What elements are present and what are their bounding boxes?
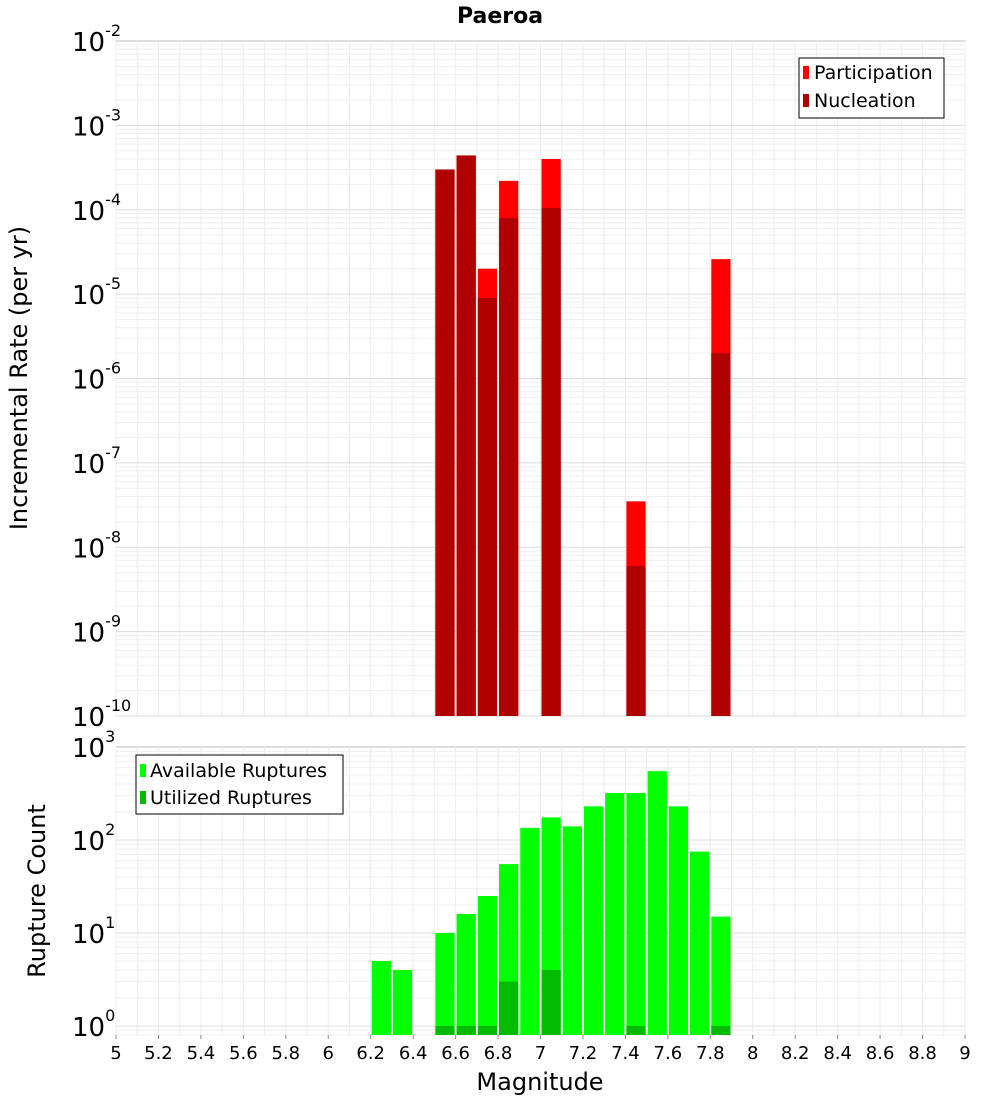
y-tick-label: 100 — [72, 1006, 115, 1043]
bar-available-ruptures — [477, 895, 498, 1035]
top-y-tick-labels: 10-2 10-3 10-4 10-5 10-6 10-7 10-8 10-9 10-10 — [72, 21, 131, 733]
bar-utilized-ruptures — [499, 981, 519, 1035]
x-tick-label: 6 — [323, 1043, 334, 1064]
bar-available-ruptures — [583, 806, 604, 1035]
bottom-panel: 103 102 101 100 5 5.2 5.4 5.6 5.8 6 6.2 6.4 6.6 6.8 7… — [23, 727, 971, 1096]
x-tick-label: 7.4 — [611, 1043, 640, 1064]
legend-nucleation-label: Nucleation — [814, 90, 916, 112]
x-tick-label: 6.4 — [399, 1043, 428, 1064]
bar-available-ruptures — [456, 914, 476, 1035]
bottom-x-tick-labels: 5 5.2 5.4 5.6 5.8 6 6.2 6.4 6.6 6.8 7 7.2 7.4 7.6 7.8 8… — [110, 1035, 971, 1064]
x-tick-label: 5.2 — [144, 1043, 173, 1064]
y-tick-label: 10-6 — [72, 359, 121, 396]
x-tick-label: 8.4 — [823, 1043, 852, 1064]
x-tick-label: 5.4 — [187, 1043, 216, 1064]
y-tick-label: 10-7 — [72, 443, 121, 480]
x-tick-label: 7.8 — [696, 1043, 725, 1064]
legend-available-swatch — [140, 764, 146, 777]
top-y-axis-label: Incremental Rate (per yr) — [5, 226, 33, 530]
bar-utilized-ruptures — [456, 1025, 476, 1035]
legend-participation-swatch — [803, 66, 809, 79]
bottom-y-tick-labels: 103 102 101 100 — [72, 727, 115, 1043]
bar-available-ruptures — [626, 793, 646, 1035]
bar-available-ruptures — [520, 827, 540, 1035]
bar-nucleation — [499, 217, 519, 716]
legend-available-label: Available Ruptures — [150, 760, 327, 782]
bottom-legend: Available Ruptures Utilized Ruptures — [135, 754, 344, 815]
bottom-legend-box — [135, 754, 344, 815]
bar-utilized-ruptures — [477, 1025, 498, 1035]
bar-nucleation — [711, 353, 731, 716]
bar-available-ruptures — [647, 771, 667, 1035]
y-tick-label: 10-10 — [72, 696, 131, 733]
y-tick-label: 10-8 — [72, 527, 121, 564]
top-legend-box — [798, 57, 945, 119]
x-tick-label: 8 — [747, 1043, 758, 1064]
x-tick-label: 5.6 — [229, 1043, 258, 1064]
x-tick-label: 5.8 — [271, 1043, 300, 1064]
y-tick-label: 10-4 — [72, 190, 121, 227]
bottom-y-axis-label: Rupture Count — [23, 804, 51, 978]
bar-available-ruptures — [392, 969, 413, 1035]
chart-title: Paeroa — [457, 4, 543, 29]
x-tick-label: 6.6 — [441, 1043, 470, 1064]
bar-nucleation — [435, 169, 455, 716]
bar-nucleation — [541, 207, 561, 716]
y-tick-label: 101 — [72, 913, 115, 950]
bar-available-ruptures — [371, 960, 391, 1035]
y-tick-label: 10-5 — [72, 274, 121, 311]
bar-available-ruptures — [711, 916, 731, 1035]
bar-available-ruptures — [562, 826, 582, 1035]
legend-nucleation-swatch — [803, 94, 809, 107]
bar-nucleation — [626, 565, 646, 716]
x-axis-label: Magnitude — [476, 1068, 603, 1096]
x-tick-label: 6.2 — [356, 1043, 385, 1064]
legend-utilized-label: Utilized Ruptures — [150, 787, 312, 809]
bar-utilized-ruptures — [711, 1025, 731, 1035]
bottom-bars — [371, 771, 731, 1035]
bar-available-ruptures — [690, 851, 710, 1035]
x-tick-label: 8.6 — [866, 1043, 895, 1064]
top-bars — [435, 155, 731, 717]
top-gridlines — [115, 41, 966, 717]
bar-nucleation — [477, 297, 498, 716]
x-tick-label: 7.2 — [569, 1043, 598, 1064]
y-tick-label: 102 — [72, 820, 115, 857]
x-tick-label: 6.8 — [484, 1043, 513, 1064]
bar-utilized-ruptures — [626, 1025, 646, 1035]
x-tick-label: 7.6 — [654, 1043, 683, 1064]
x-tick-label: 8.2 — [781, 1043, 810, 1064]
top-legend: Participation Nucleation — [798, 57, 945, 119]
y-tick-label: 10-9 — [72, 612, 121, 649]
x-tick-label: 7 — [535, 1043, 546, 1064]
legend-utilized-swatch — [140, 791, 146, 804]
x-tick-label: 5 — [110, 1043, 121, 1064]
bar-available-ruptures — [668, 806, 689, 1035]
bar-utilized-ruptures — [435, 1025, 455, 1035]
x-tick-label: 8.8 — [908, 1043, 937, 1064]
y-tick-label: 10-2 — [72, 21, 121, 58]
y-tick-label: 103 — [72, 727, 115, 764]
legend-participation-label: Participation — [814, 62, 933, 84]
top-panel: 10-2 10-3 10-4 10-5 10-6 10-7 10-8 10-9 10-10 In… — [5, 21, 966, 733]
bar-available-ruptures — [605, 793, 625, 1035]
bar-nucleation — [456, 155, 476, 716]
y-tick-label: 10-3 — [72, 105, 121, 142]
x-tick-label: 9 — [959, 1043, 970, 1064]
bar-available-ruptures — [435, 932, 455, 1035]
bar-utilized-ruptures — [541, 969, 561, 1035]
